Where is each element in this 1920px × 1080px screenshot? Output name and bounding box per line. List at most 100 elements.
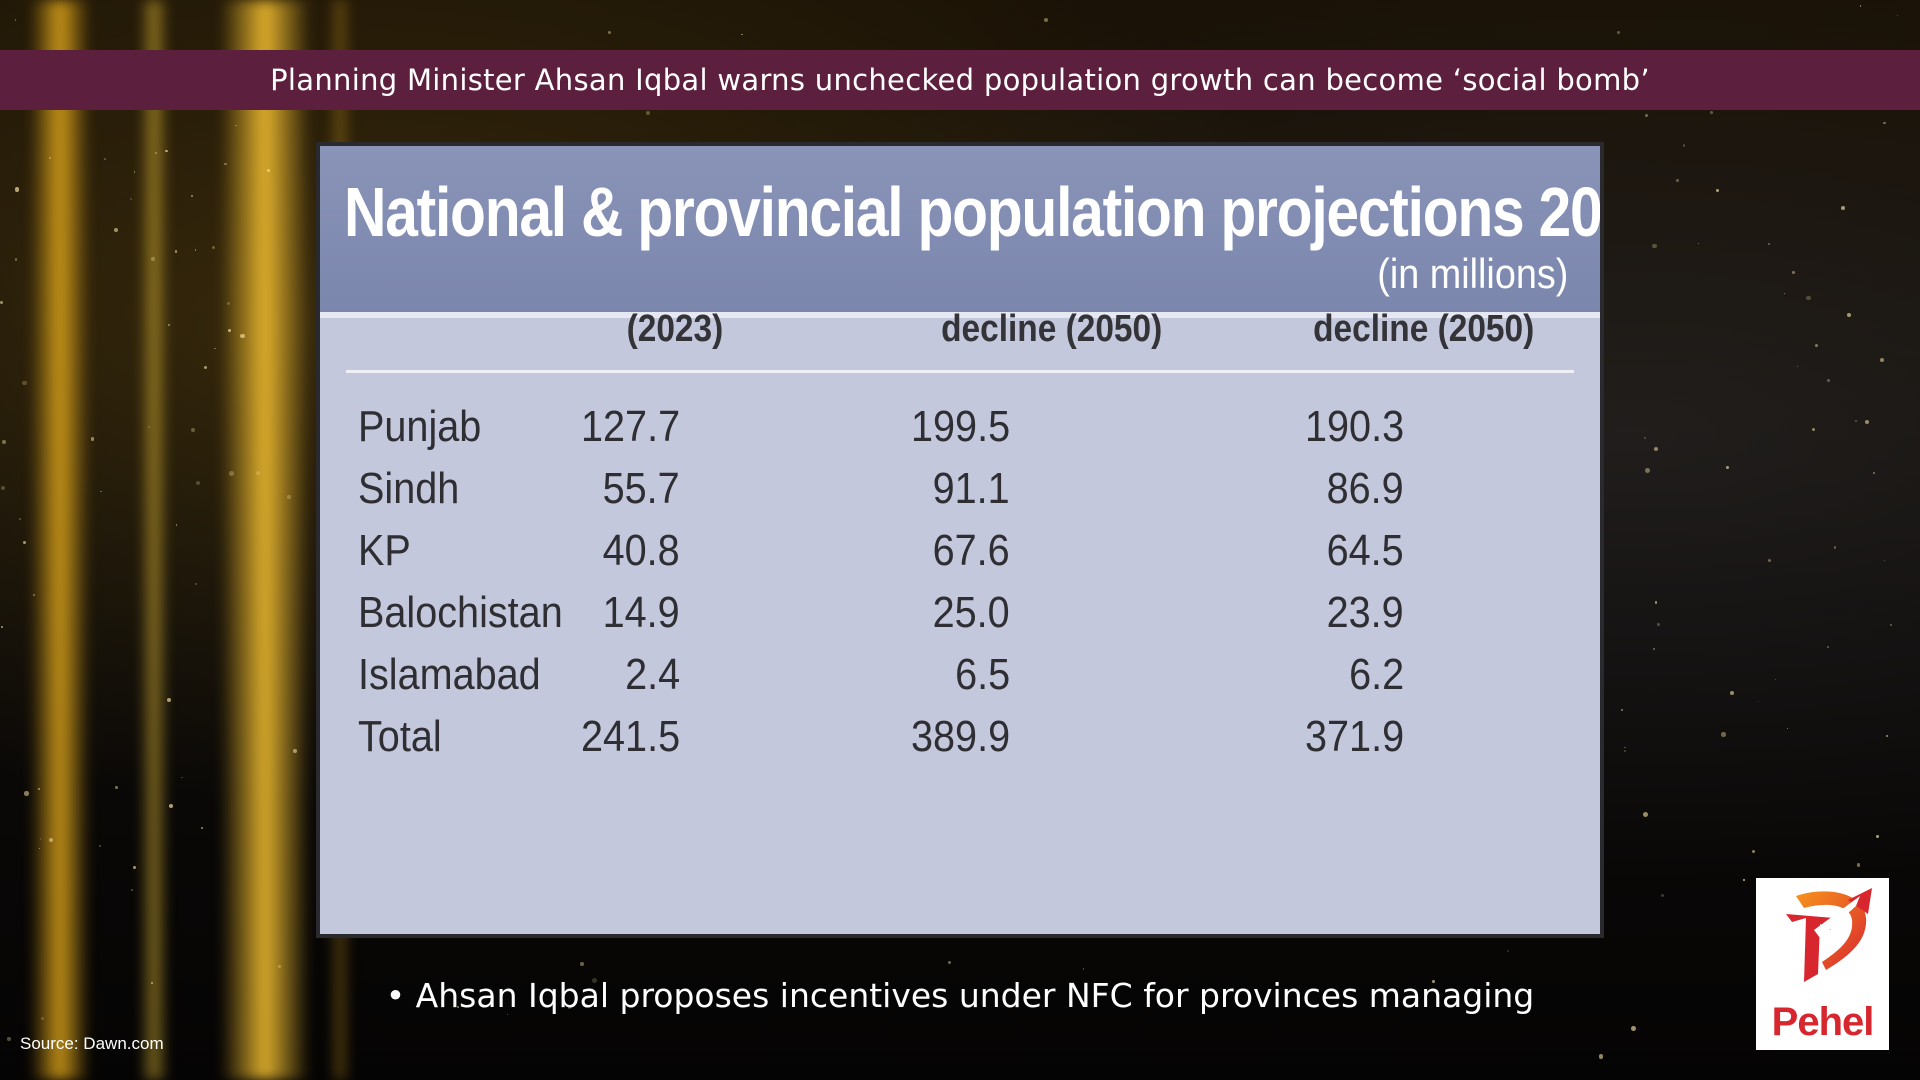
sparkle-dot <box>580 962 584 966</box>
sparkle-dot <box>18 517 21 521</box>
sparkle-dot <box>1710 111 1714 114</box>
sparkle-dot <box>1883 121 1887 125</box>
sparkle-dot <box>200 826 203 829</box>
sparkle-dot <box>38 787 41 790</box>
sparkle-dot <box>1697 242 1700 245</box>
sparkle-dot <box>1792 270 1795 274</box>
pehel-arrow-logo-icon <box>1786 888 1872 982</box>
sparkle-dot <box>1880 358 1885 362</box>
sparkle-dot <box>1884 559 1886 562</box>
sparkle-dot <box>24 791 29 796</box>
projection-table-card: National & provincial population project… <box>316 142 1604 938</box>
sparkle-dot <box>181 776 183 779</box>
region-name: Punjab <box>358 402 482 451</box>
region-name: KP <box>358 526 411 575</box>
sparkle-dot <box>212 245 216 249</box>
pehel-logo: Pehel <box>1756 878 1889 1050</box>
sparkle-dot <box>204 366 208 370</box>
light-beam-decoration <box>220 0 310 1080</box>
sparkle-dot <box>33 594 36 597</box>
sparkle-dot <box>1599 1054 1604 1059</box>
sparkle-dot <box>1644 113 1648 117</box>
table-row: Punjab 127.7 199.5 190.3 <box>320 402 1600 462</box>
table-row: Balochistan 14.9 25.0 23.9 <box>320 588 1600 648</box>
sparkle-dot <box>90 437 95 441</box>
sparkle-dot <box>0 626 3 629</box>
sparkle-dot <box>227 329 231 332</box>
sparkle-dot <box>224 162 227 166</box>
sparkle-dot <box>1855 420 1857 422</box>
sparkle-dot <box>1796 365 1798 368</box>
sparkle-dot <box>22 540 27 545</box>
value-projection-a: 67.6 <box>932 526 1010 575</box>
sparkle-dot <box>174 250 178 253</box>
sparkle-dot <box>1652 243 1657 248</box>
sparkle-dot <box>151 981 154 984</box>
sparkle-dot <box>147 426 151 429</box>
sparkle-dot <box>456 1005 459 1008</box>
sparkle-dot <box>130 888 134 892</box>
value-projection-a: 389.9 <box>910 712 1010 761</box>
sparkle-dot <box>1872 472 1875 475</box>
sparkle-dot <box>151 257 155 261</box>
sparkle-dot <box>1653 647 1656 650</box>
sparkle-dot <box>1814 344 1818 348</box>
sparkle-dot <box>1507 950 1510 953</box>
source-credit: Source: Dawn.com <box>20 1034 164 1053</box>
sparkle-dot <box>1805 295 1811 301</box>
sparkle-dot <box>278 964 282 968</box>
sparkle-dot <box>194 249 197 251</box>
sparkle-dot <box>293 749 298 754</box>
region-name: Balochistan <box>358 588 563 637</box>
table-row: Islamabad 2.4 6.5 6.2 <box>320 650 1600 710</box>
column-header-2023: (2023) <box>626 308 724 350</box>
light-beam-decoration <box>30 0 90 1080</box>
sparkle-dot <box>1786 727 1788 729</box>
logo-wordmark: Pehel <box>1771 1000 1875 1044</box>
value-projection-a: 91.1 <box>932 464 1010 513</box>
sparkle-dot <box>169 804 174 809</box>
sparkle-dot <box>1725 465 1729 470</box>
value-projection-a: 6.5 <box>954 650 1010 699</box>
sparkle-dot <box>1897 15 1899 17</box>
table-row: Sindh 55.7 91.1 86.9 <box>320 464 1600 524</box>
sparkle-dot <box>99 490 102 493</box>
sparkle-dot <box>1860 5 1862 7</box>
sparkle-dot <box>196 480 201 485</box>
value-projection-b: 86.9 <box>1326 464 1404 513</box>
sparkle-dot <box>567 1005 571 1010</box>
value-2023: 241.5 <box>580 712 680 761</box>
sparkle-dot <box>14 186 20 192</box>
sparkle-dot <box>133 171 136 173</box>
card-subtitle: (in millions) <box>1376 250 1568 297</box>
sparkle-dot <box>226 301 231 306</box>
sparkle-dot <box>1620 709 1623 712</box>
sparkle-dot <box>166 697 171 702</box>
value-2023: 2.4 <box>624 650 680 699</box>
sparkle-dot <box>1857 863 1861 867</box>
sparkle-dot <box>1864 420 1869 425</box>
region-name: Total <box>358 712 442 761</box>
sparkle-dot <box>266 168 271 173</box>
region-name: Islamabad <box>358 650 541 699</box>
ticker-headline: Planning Minister Ahsan Iqbal warns unch… <box>270 63 1650 97</box>
sparkle-dot <box>104 157 107 160</box>
sparkle-dot <box>1657 622 1661 626</box>
sparkle-dot <box>1624 746 1626 749</box>
sparkle-dot <box>607 30 611 34</box>
sparkle-dot <box>1775 678 1777 680</box>
sparkle-dot <box>165 149 168 153</box>
sparkle-dot <box>229 470 235 476</box>
sparkle-dot <box>1432 980 1436 983</box>
sparkle-dot <box>115 786 118 789</box>
sparkle-dot <box>1643 811 1649 817</box>
sparkle-dot <box>1676 178 1680 182</box>
sparkle-dot <box>98 844 102 848</box>
sparkle-dot <box>1654 601 1658 604</box>
sparkle-dot <box>1729 691 1734 696</box>
sparkle-dot <box>0 300 3 304</box>
sparkle-dot <box>645 111 650 115</box>
headline-ticker: Planning Minister Ahsan Iqbal warns unch… <box>0 50 1920 110</box>
sparkle-dot <box>14 258 18 261</box>
sparkle-dot <box>14 19 17 21</box>
